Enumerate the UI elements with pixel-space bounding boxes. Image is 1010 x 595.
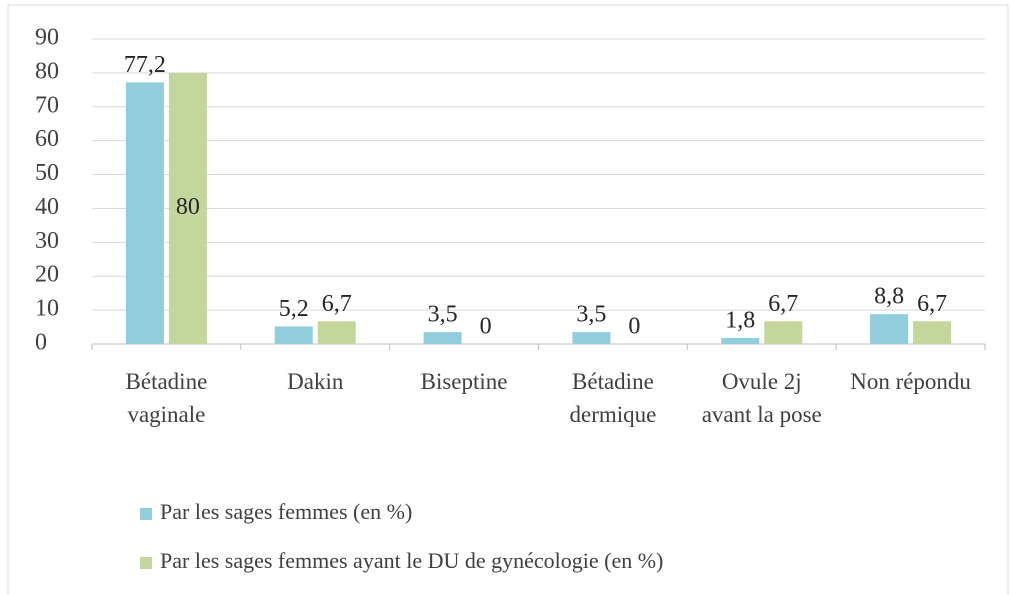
label-line: Bétadine (572, 369, 654, 394)
x-tick-label: Biseptine (421, 369, 508, 394)
data-label: 77,2 (124, 52, 166, 78)
bar (274, 326, 313, 344)
label-line: Biseptine (421, 369, 508, 394)
data-label: 6,7 (768, 291, 798, 317)
bar (423, 332, 462, 344)
label-line: avant la pose (702, 402, 822, 427)
y-tick-label: 20 (35, 262, 59, 288)
legend-label: Par les sages femmes ayant le DU de gyné… (160, 548, 663, 573)
y-tick-label: 0 (35, 330, 47, 356)
bar (572, 332, 611, 344)
x-tick-label: Bétadine dermique (569, 369, 656, 427)
data-label: 6,7 (322, 291, 352, 317)
y-tick-label: 60 (35, 126, 59, 152)
data-label: 80 (176, 194, 200, 220)
data-label: 5,2 (279, 296, 309, 322)
chart-border (7, 4, 1009, 595)
bar (168, 72, 207, 344)
label-line: Non répondu (850, 369, 971, 394)
y-tick-label: 30 (35, 228, 59, 254)
bar (913, 321, 952, 344)
data-label: 1,8 (725, 307, 755, 333)
bar (125, 82, 164, 344)
legend-swatch (140, 557, 152, 569)
data-label: 8,8 (874, 284, 904, 310)
data-label: 6,7 (917, 291, 947, 317)
data-label: 0 (480, 314, 492, 340)
x-tick-label: Dakin (287, 369, 344, 394)
label-line: dermique (569, 402, 656, 427)
data-label: 3,5 (428, 302, 458, 328)
data-label: 0 (628, 314, 640, 340)
y-tick-label: 50 (35, 160, 59, 186)
bar (721, 337, 760, 344)
y-tick-label: 10 (35, 296, 59, 322)
x-tick-label: Non répondu (850, 369, 971, 394)
x-tick-label: Bétadine vaginale (126, 369, 208, 427)
y-tick-label: 90 (35, 25, 59, 51)
bar (870, 314, 909, 344)
y-tick-label: 70 (35, 92, 59, 118)
y-tick-label: 40 (35, 194, 59, 220)
label-line: Bétadine (126, 369, 208, 394)
x-tick-label: Ovule 2j avant la pose (702, 369, 822, 427)
bar (317, 321, 356, 344)
label-line: vaginale (127, 402, 205, 427)
label-line: Dakin (287, 369, 344, 394)
legend-swatch (140, 508, 152, 520)
data-label: 3,5 (576, 302, 606, 328)
bar (764, 321, 803, 344)
label-line: Ovule 2j (722, 369, 802, 394)
y-tick-label: 80 (35, 58, 59, 84)
legend-label: Par les sages femmes (en %) (160, 499, 412, 524)
